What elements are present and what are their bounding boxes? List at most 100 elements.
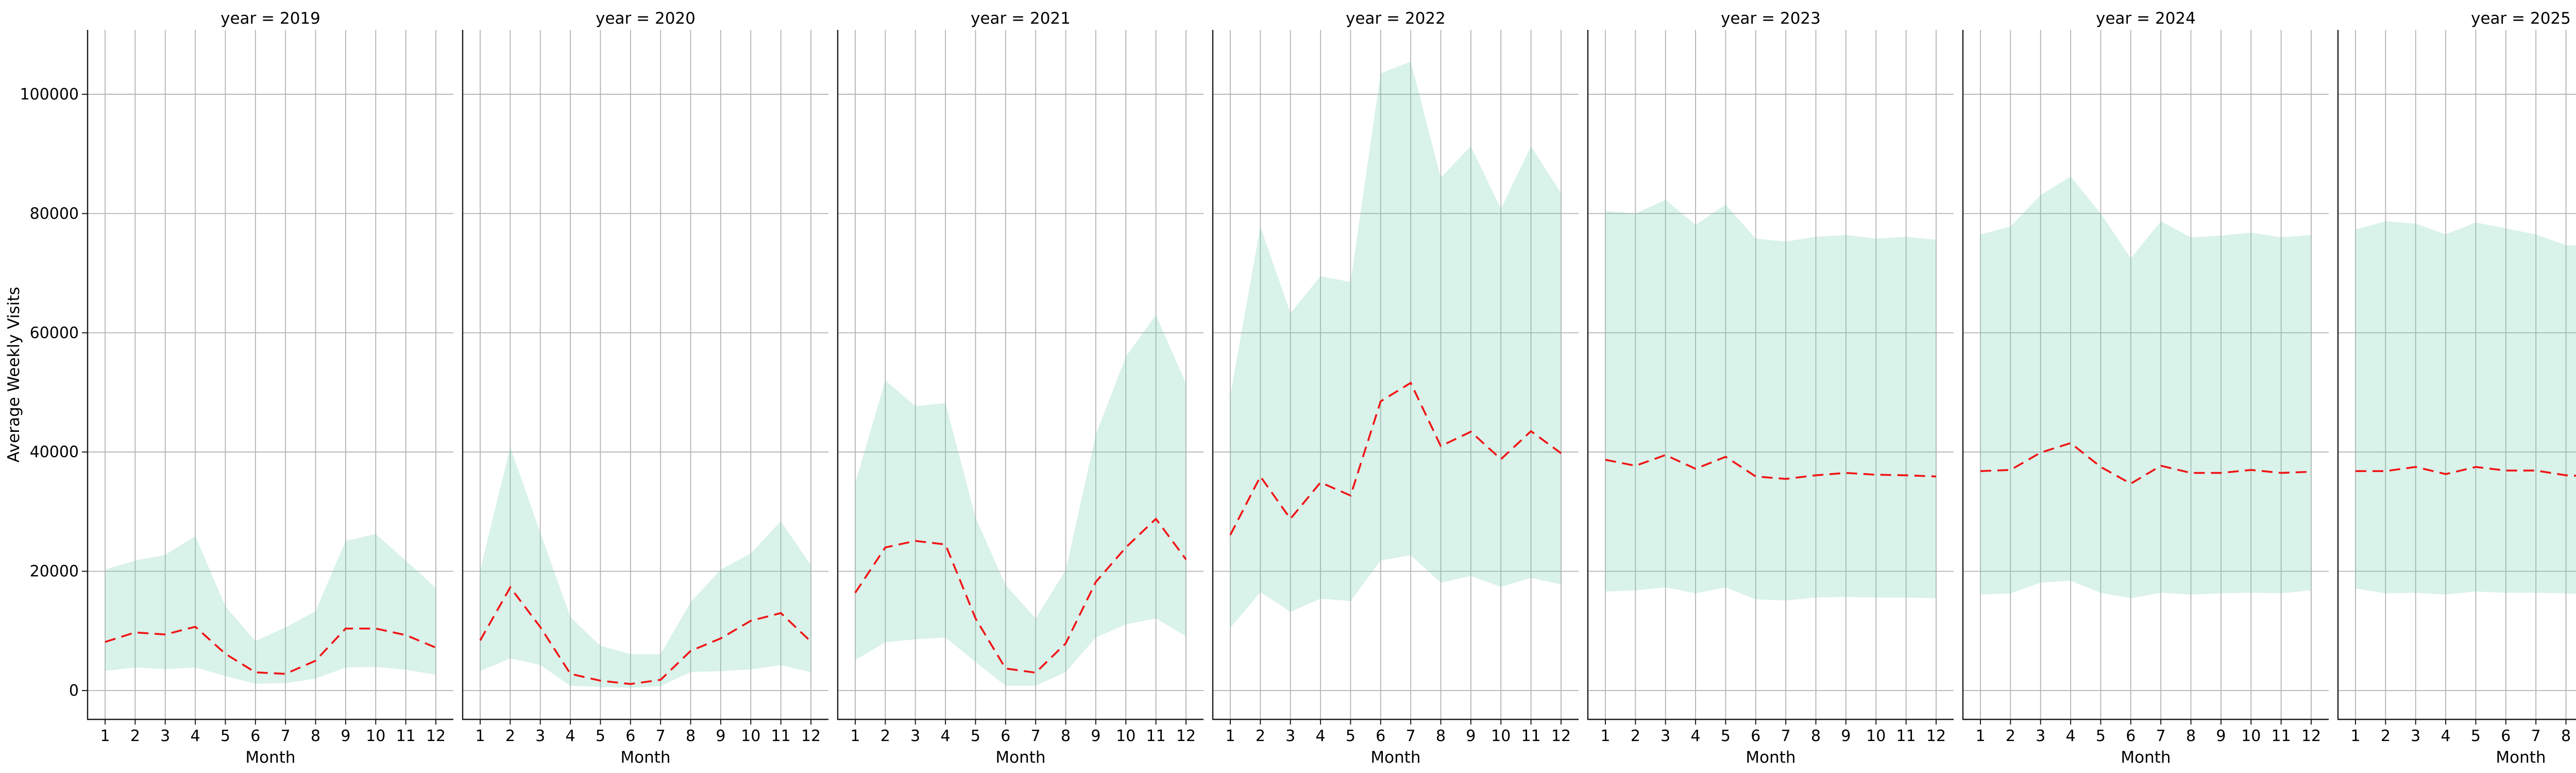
percentile-band <box>1980 176 2311 598</box>
x-tick-label: 4 <box>941 727 951 745</box>
x-axis-label: Month <box>620 748 670 767</box>
x-tick-label: 9 <box>716 727 725 745</box>
x-tick-label: 12 <box>2301 727 2321 745</box>
y-tick-label: 40000 <box>30 443 79 461</box>
x-tick-label: 8 <box>686 727 696 745</box>
percentile-band <box>105 534 436 684</box>
x-tick-label: 2 <box>505 727 515 745</box>
x-tick-label: 9 <box>1841 727 1851 745</box>
x-tick-label: 11 <box>771 727 791 745</box>
x-tick-label: 11 <box>1146 727 1166 745</box>
y-tick-label: 0 <box>69 682 79 700</box>
x-tick-label: 5 <box>2096 727 2106 745</box>
x-tick-label: 7 <box>281 727 291 745</box>
percentile-band <box>1230 61 1561 628</box>
median-line <box>1605 454 1937 480</box>
x-tick-label: 12 <box>1926 727 1946 745</box>
x-tick-label: 6 <box>625 727 635 745</box>
x-tick-label: 2 <box>1631 727 1640 745</box>
x-tick-label: 3 <box>535 727 545 745</box>
x-tick-label: 10 <box>1116 727 1136 745</box>
x-tick-label: 5 <box>596 727 605 745</box>
x-tick-label: 11 <box>1521 727 1541 745</box>
x-tick-label: 6 <box>2126 727 2136 745</box>
median-line <box>105 626 436 675</box>
x-tick-label: 5 <box>2471 727 2481 745</box>
x-tick-label: 1 <box>100 727 110 745</box>
median-line <box>479 585 812 685</box>
x-tick-label: 3 <box>2036 727 2045 745</box>
x-tick-label: 1 <box>1975 727 1985 745</box>
x-tick-label: 4 <box>566 727 575 745</box>
x-tick-label: 5 <box>1721 727 1731 745</box>
percentile-band <box>855 315 1186 686</box>
x-tick-label: 1 <box>2350 727 2360 745</box>
x-tick-label: 4 <box>2441 727 2451 745</box>
facet-title: year = 2021 <box>971 9 1071 28</box>
x-tick-label: 2 <box>2006 727 2015 745</box>
x-tick-label: 8 <box>1061 727 1071 745</box>
x-tick-label: 11 <box>2272 727 2291 745</box>
x-tick-label: 6 <box>250 727 260 745</box>
x-tick-label: 1 <box>475 727 485 745</box>
facet-title: year = 2024 <box>2096 9 2196 28</box>
x-tick-label: 5 <box>1346 727 1355 745</box>
percentile-band <box>2355 221 2576 595</box>
x-tick-label: 9 <box>1466 727 1476 745</box>
x-tick-label: 6 <box>1751 727 1760 745</box>
x-tick-label: 10 <box>2241 727 2261 745</box>
x-tick-label: 8 <box>2561 727 2571 745</box>
percentile-band <box>480 447 811 688</box>
y-tick-label: 60000 <box>30 324 79 342</box>
x-axis-label: Month <box>1745 748 1795 767</box>
percentile-band <box>1605 199 1936 601</box>
median-line <box>854 517 1187 674</box>
x-tick-label: 8 <box>2186 727 2196 745</box>
x-tick-label: 2 <box>130 727 140 745</box>
x-tick-label: 3 <box>1660 727 1670 745</box>
x-tick-label: 7 <box>2531 727 2541 745</box>
x-axis-label: Month <box>1370 748 1420 767</box>
facet-panel-2025: year = 2025123456789101112Month <box>2337 9 2576 767</box>
facet-title: year = 2023 <box>1721 9 1821 28</box>
x-tick-label: 6 <box>1376 727 1385 745</box>
x-axis-label: Month <box>2496 748 2546 767</box>
x-axis-label: Month <box>2121 748 2171 767</box>
x-tick-label: 10 <box>1491 727 1511 745</box>
x-tick-label: 12 <box>1176 727 1196 745</box>
x-tick-label: 7 <box>1781 727 1791 745</box>
x-tick-label: 3 <box>1285 727 1295 745</box>
x-tick-label: 4 <box>1316 727 1326 745</box>
x-tick-label: 2 <box>880 727 890 745</box>
x-tick-label: 9 <box>341 727 350 745</box>
x-tick-label: 5 <box>971 727 980 745</box>
x-tick-label: 11 <box>396 727 416 745</box>
x-tick-label: 10 <box>366 727 385 745</box>
y-tick-label: 80000 <box>30 205 79 223</box>
x-tick-label: 7 <box>1031 727 1041 745</box>
x-tick-label: 8 <box>1811 727 1821 745</box>
x-tick-label: 6 <box>1001 727 1010 745</box>
x-axis-label: Month <box>995 748 1045 767</box>
x-tick-label: 10 <box>741 727 760 745</box>
facet-title: year = 2025 <box>2471 9 2571 28</box>
x-tick-label: 3 <box>910 727 920 745</box>
x-tick-label: 1 <box>1225 727 1235 745</box>
x-tick-label: 3 <box>2411 727 2420 745</box>
median-line <box>2355 466 2576 477</box>
x-tick-label: 4 <box>2066 727 2076 745</box>
x-tick-label: 2 <box>1256 727 1265 745</box>
x-tick-label: 1 <box>850 727 860 745</box>
x-tick-label: 12 <box>801 727 821 745</box>
facet-title: year = 2019 <box>221 9 320 28</box>
x-tick-label: 11 <box>1896 727 1916 745</box>
x-tick-label: 5 <box>221 727 230 745</box>
